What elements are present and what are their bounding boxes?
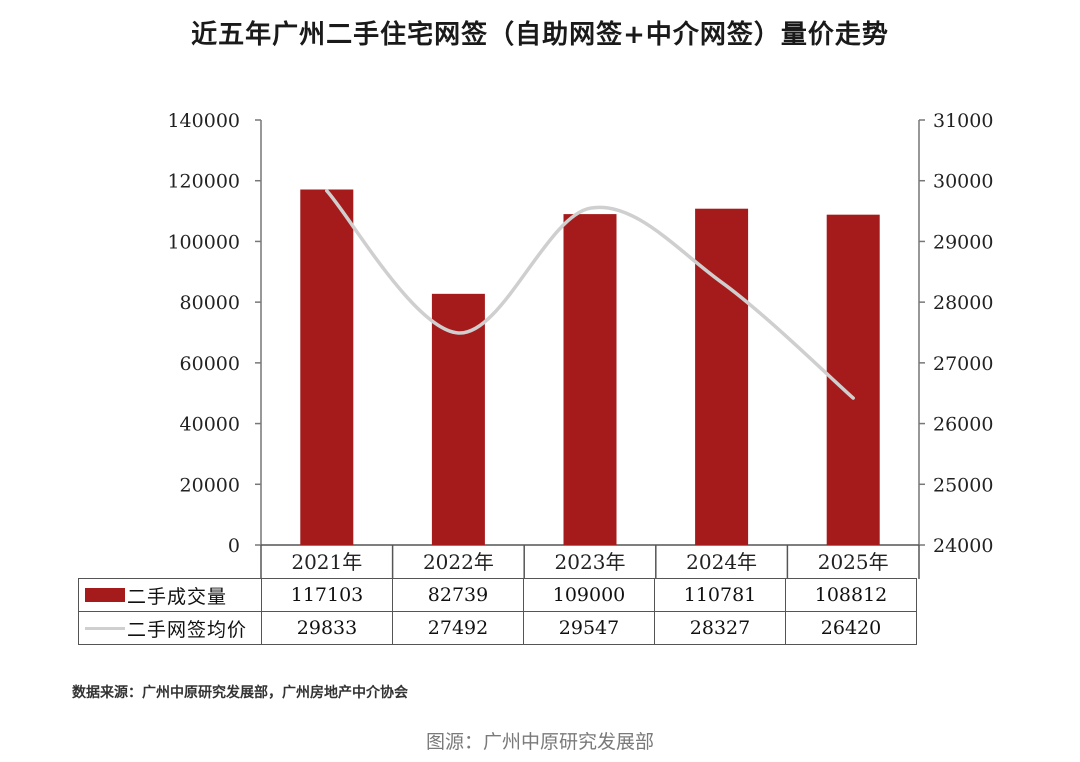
- line-layer: [325, 189, 855, 400]
- bar: [300, 189, 354, 546]
- bar: [431, 293, 485, 545]
- table-cell: 117103: [261, 578, 393, 612]
- x-tick-label: 2023年: [555, 550, 626, 574]
- left-tick-label: 120000: [167, 171, 240, 193]
- legend-price: 二手网签均价: [78, 611, 262, 645]
- price-line: [325, 189, 855, 400]
- right-tick-label: 29000: [933, 231, 993, 253]
- right-tick-label: 26000: [933, 414, 993, 436]
- right-tick-label: 28000: [933, 292, 993, 314]
- table-cell: 109000: [523, 578, 655, 612]
- combo-chart: 0 20000 40000 60000 80000 100000 120000 140000 2…: [167, 110, 993, 579]
- table-cell: 27492: [392, 611, 524, 645]
- left-tick-label: 0: [228, 535, 240, 557]
- table-cell: 28327: [654, 611, 786, 645]
- table-cell: 29833: [261, 611, 393, 645]
- right-tick-label: 30000: [933, 171, 993, 193]
- labels-layer: 0 20000 40000 60000 80000 100000 120000 140000 2…: [167, 110, 993, 574]
- right-tick-label: 25000: [933, 474, 993, 496]
- right-tick-label: 24000: [933, 535, 993, 557]
- source-note: 数据来源：广州中原研究发展部，广州房地产中介协会: [72, 685, 408, 701]
- x-tick-label: 2024年: [686, 550, 757, 574]
- left-tick-label: 80000: [180, 292, 240, 314]
- line-swatch-icon: [85, 626, 125, 630]
- bars-layer: [300, 189, 880, 546]
- x-tick-label: 2022年: [423, 550, 494, 574]
- bar-swatch-icon: [85, 588, 125, 602]
- left-tick-label: 40000: [180, 414, 240, 436]
- left-tick-label: 140000: [167, 110, 240, 132]
- legend-volume-label: 二手成交量: [127, 585, 228, 608]
- bar: [695, 208, 749, 545]
- table-cell: 26420: [785, 611, 917, 645]
- data-table: 二手成交量 117103 82739 109000 110781 108812 …: [78, 578, 917, 645]
- bar: [563, 214, 617, 545]
- right-tick-label: 27000: [933, 353, 993, 375]
- left-tick-label: 60000: [180, 353, 240, 375]
- chart-title: 近五年广州二手住宅网签（自助网签+中介网签）量价走势: [191, 20, 889, 50]
- legend-price-label: 二手网签均价: [127, 618, 248, 641]
- left-tick-label: 20000: [180, 474, 240, 496]
- table-row-volume: 二手成交量 117103 82739 109000 110781 108812: [78, 578, 917, 612]
- right-tick-label: 31000: [933, 110, 993, 132]
- x-tick-label: 2025年: [818, 550, 889, 574]
- table-cell: 29547: [523, 611, 655, 645]
- x-tick-label: 2021年: [291, 550, 362, 574]
- left-tick-label: 100000: [167, 231, 240, 253]
- table-cell: 108812: [785, 578, 917, 612]
- table-cell: 110781: [654, 578, 786, 612]
- table-cell: 82739: [392, 578, 524, 612]
- legend-volume: 二手成交量: [78, 578, 262, 612]
- table-row-price: 二手网签均价 29833 27492 29547 28327 26420: [78, 611, 917, 645]
- image-caption: 图源：广州中原研究发展部: [425, 731, 654, 753]
